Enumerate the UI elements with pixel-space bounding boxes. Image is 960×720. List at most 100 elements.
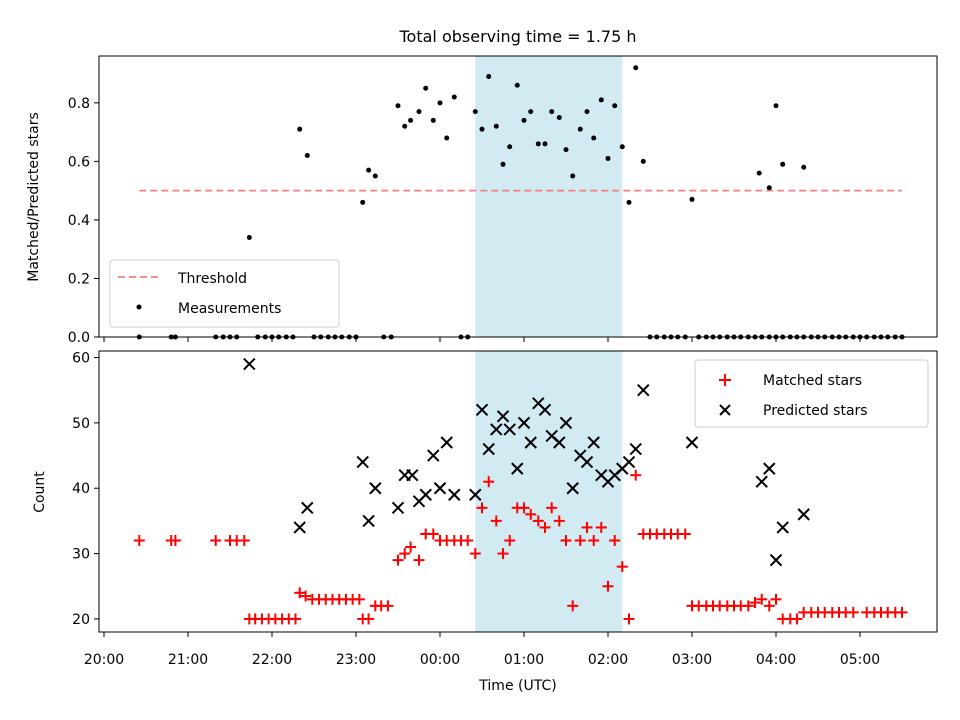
matched-star-marker [630, 469, 642, 481]
legend-matched-swatch [719, 374, 731, 386]
measurement-point [500, 161, 506, 167]
matched-star-marker [392, 554, 404, 566]
predicted-star-marker [475, 403, 489, 417]
predicted-star-marker [580, 455, 594, 469]
bottom-y-tick-label: 60 [72, 351, 90, 367]
bottom-panel: 20 30 40 50 60 20:00 21:00 22:00 23:00 00:00 01:0… [32, 350, 938, 694]
measurement-point [430, 117, 436, 123]
measurement-point [633, 65, 639, 71]
matched-star-marker [574, 535, 586, 547]
predicted-star-marker [482, 442, 495, 456]
matched-star-marker [770, 593, 782, 605]
predicted-star-marker [566, 482, 579, 495]
predicted-star-marker [622, 455, 636, 469]
predicted-star-marker [293, 521, 306, 534]
x-tick-label: 00:00 [420, 652, 460, 668]
measurement-point [472, 109, 478, 115]
matched-points [133, 469, 908, 625]
matched-star-marker [602, 580, 614, 592]
matched-star-marker [363, 613, 375, 625]
x-tick-label: 23:00 [336, 652, 376, 668]
matched-star-marker [623, 613, 635, 625]
matched-star-marker [469, 548, 481, 560]
measurement-point [451, 94, 457, 100]
top-y-tick-label: 0.0 [68, 330, 90, 346]
matched-star-marker [405, 541, 417, 553]
predicted-star-marker [769, 553, 783, 567]
matched-star-marker [413, 554, 425, 566]
bottom-y-tick-label: 50 [72, 416, 90, 432]
predicted-star-marker [797, 508, 810, 521]
matched-star-marker [616, 561, 628, 573]
measurement-point [514, 82, 520, 88]
measurement-point [507, 144, 513, 150]
matched-star-marker [546, 502, 558, 514]
measurement-point [416, 109, 422, 115]
measurement-point [563, 147, 569, 153]
predicted-star-marker [511, 462, 524, 475]
matched-star-marker [567, 600, 579, 612]
measurement-point [246, 234, 252, 240]
predicted-star-marker [448, 488, 461, 501]
measurement-point [619, 144, 625, 150]
predicted-star-marker [427, 449, 440, 462]
measurement-point [766, 185, 772, 191]
matched-star-marker [525, 508, 537, 520]
top-legend: Threshold Measurements [109, 259, 340, 328]
measurement-point [801, 164, 807, 170]
matched-star-marker [427, 528, 439, 540]
matched-star-marker [462, 535, 474, 547]
measurement-point [444, 135, 450, 141]
matched-star-marker [763, 600, 775, 612]
matched-star-marker [504, 535, 516, 547]
measurement-point [521, 117, 527, 123]
measurement-point [689, 196, 695, 202]
bottom-axes-frame [98, 350, 938, 633]
predicted-star-marker [369, 482, 382, 495]
predicted-star-marker [391, 501, 405, 515]
measurement-point [408, 117, 414, 123]
measurement-point [556, 114, 562, 120]
bottom-y-tick-label: 40 [72, 481, 90, 497]
matched-star-marker [581, 521, 593, 533]
x-tick-label: 03:00 [672, 652, 712, 668]
predicted-star-marker [553, 436, 566, 449]
bottom-legend-box [694, 359, 929, 428]
legend-matched-label: Matched stars [763, 373, 862, 389]
matched-star-marker [609, 535, 621, 547]
chart-title: Total observing time = 1.75 h [398, 27, 636, 46]
matched-star-marker [476, 502, 488, 514]
measurement-point [360, 199, 366, 205]
measurement-point [528, 109, 534, 115]
measurement-point [304, 153, 310, 159]
matched-star-marker [896, 606, 908, 618]
matched-star-marker [532, 515, 544, 527]
top-legend-box [109, 259, 340, 328]
legend-measurements-label: Measurements [178, 301, 281, 317]
top-y-tick-label: 0.2 [68, 271, 90, 287]
x-tick-label: 22:00 [252, 652, 292, 668]
x-tick-label: 01:00 [504, 652, 544, 668]
predicted-star-marker [243, 357, 256, 371]
measurement-point [640, 158, 646, 164]
matched-star-marker [791, 613, 803, 625]
measurement-point [756, 170, 762, 176]
matched-star-marker [169, 535, 181, 547]
bottom-y-tick-label: 20 [72, 612, 90, 628]
matched-star-marker [133, 535, 145, 547]
predicted-points [243, 357, 810, 567]
matched-star-marker [539, 521, 551, 533]
predicted-star-marker [776, 521, 789, 534]
matched-star-marker [497, 548, 509, 560]
bottom-x-ticks: 20:00 21:00 22:00 23:00 00:00 01:00 02:00 03:00… [84, 632, 880, 668]
measurement-point [577, 126, 583, 132]
bottom-shaded-band [475, 351, 623, 632]
measurement-point [542, 141, 548, 147]
measurement-point [626, 199, 632, 205]
predicted-star-marker [406, 468, 419, 482]
x-tick-label: 21:00 [168, 652, 208, 668]
legend-threshold-label: Threshold [177, 271, 247, 287]
predicted-star-marker [517, 416, 531, 430]
measurement-point [570, 173, 576, 179]
